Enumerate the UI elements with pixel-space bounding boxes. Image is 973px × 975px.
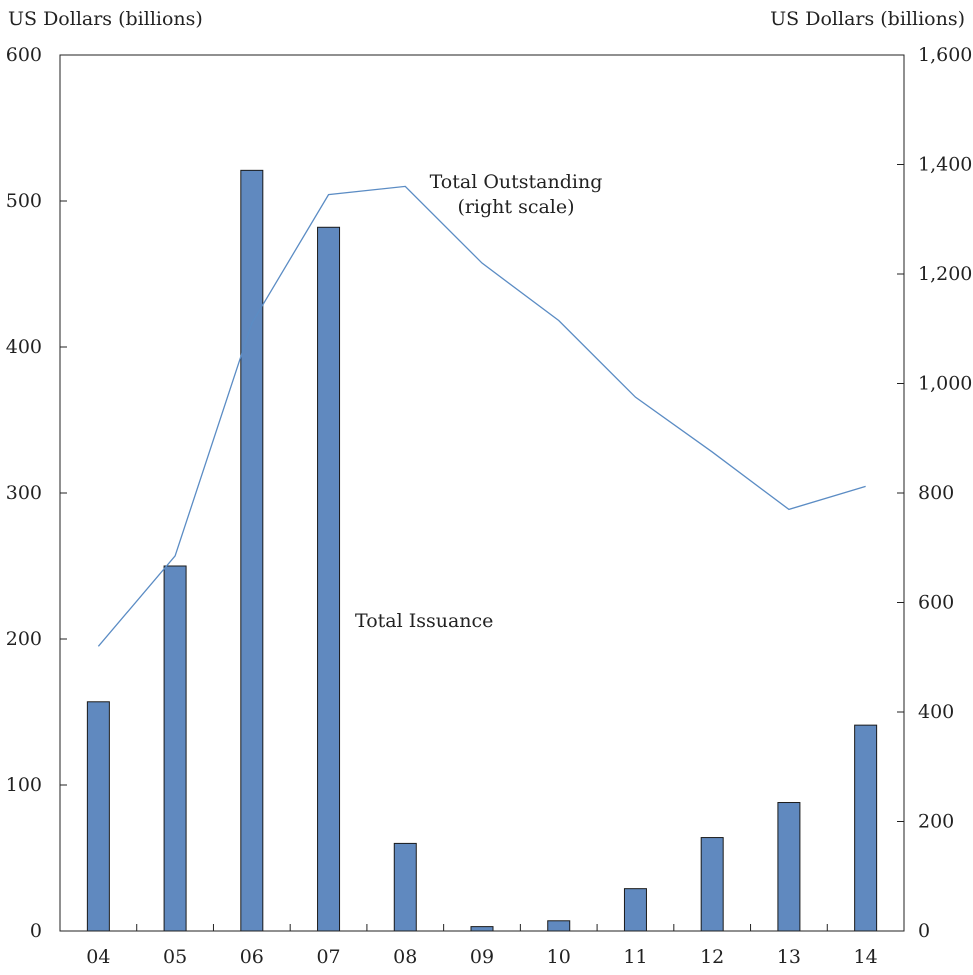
x-axis: 04 05 06 07 08 09 10 11 12 13 14 [59, 924, 905, 968]
left-tick-label: 400 [6, 336, 42, 358]
bar-06 [240, 169, 264, 932]
line-series-total-outstanding [97, 185, 866, 647]
right-tick-label: 0 [918, 920, 930, 942]
x-tick-label: 09 [470, 946, 494, 968]
bar-05 [163, 565, 187, 932]
annotation-right-scale: (right scale) [457, 196, 574, 218]
right-tick-label: 200 [918, 811, 954, 833]
right-axis-title: US Dollars (billions) [770, 8, 965, 30]
x-tick-label: 06 [240, 946, 264, 968]
annotation-total-outstanding: Total Outstanding [430, 171, 603, 193]
x-tick-label: 08 [393, 946, 417, 968]
bar-11 [623, 888, 647, 932]
left-tick-label: 300 [6, 482, 42, 504]
right-tick-label: 1,400 [918, 154, 972, 176]
left-y-axis: 0 100 200 300 400 500 600 [6, 44, 67, 942]
x-tick-label: 12 [700, 946, 724, 968]
x-tick-label: 11 [623, 946, 647, 968]
right-tick-label: 1,200 [918, 263, 972, 285]
left-tick-label: 500 [6, 190, 42, 212]
bar-10 [547, 920, 571, 932]
bar-04 [86, 701, 110, 932]
right-tick-label: 600 [918, 592, 954, 614]
bar-09 [470, 926, 494, 932]
right-tick-label: 1,600 [918, 44, 972, 66]
right-tick-label: 800 [918, 482, 954, 504]
x-tick-label: 05 [163, 946, 187, 968]
left-tick-label: 100 [6, 774, 42, 796]
left-tick-label: 0 [30, 920, 42, 942]
x-tick-label: 14 [854, 946, 878, 968]
left-tick-label: 200 [6, 628, 42, 650]
x-tick-label: 13 [777, 946, 801, 968]
right-tick-label: 1,000 [918, 373, 972, 395]
bar-14 [854, 724, 878, 932]
bar-12 [700, 837, 724, 932]
bar-series-total-issuance [86, 169, 878, 932]
right-y-axis: 0 200 400 600 800 1,000 1,200 1,400 1,600 [897, 44, 972, 942]
left-axis-title: US Dollars (billions) [8, 8, 203, 30]
x-tick-label: 10 [547, 946, 571, 968]
x-tick-label: 07 [316, 946, 340, 968]
left-tick-label: 600 [6, 44, 42, 66]
annotation-total-issuance: Total Issuance [355, 610, 493, 632]
bar-07 [317, 226, 341, 932]
x-tick-label: 04 [86, 946, 110, 968]
line-total-outstanding [97, 185, 866, 647]
bar-08 [393, 842, 417, 932]
right-tick-label: 400 [918, 701, 954, 723]
bar-13 [777, 802, 801, 932]
